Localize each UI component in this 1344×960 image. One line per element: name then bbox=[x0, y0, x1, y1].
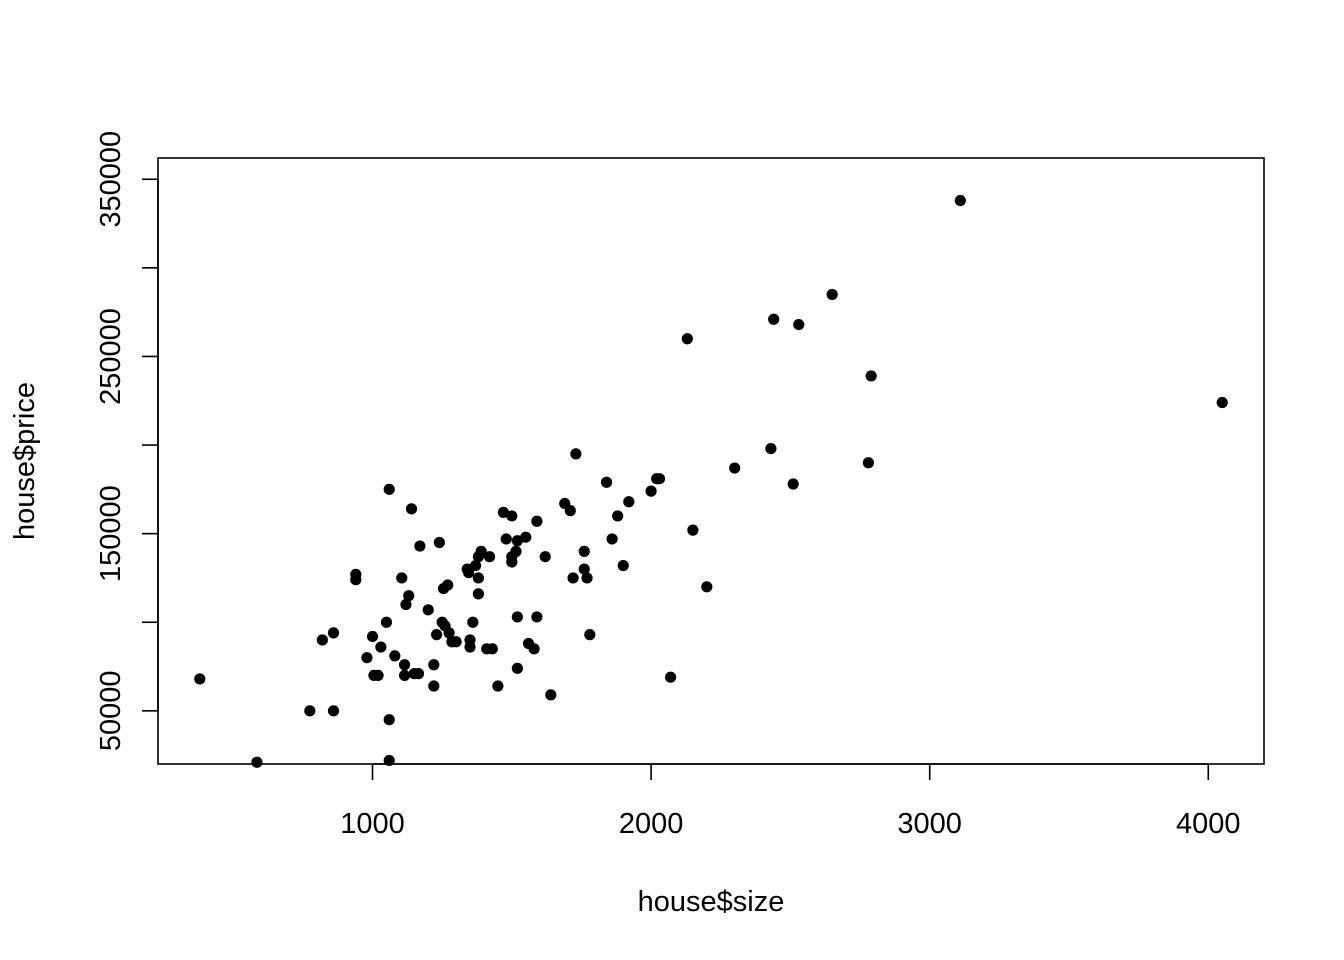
data-point bbox=[511, 535, 523, 547]
data-point bbox=[584, 629, 596, 641]
data-point bbox=[492, 680, 504, 692]
data-point bbox=[396, 572, 408, 584]
x-tick-label: 3000 bbox=[897, 808, 962, 840]
data-point bbox=[826, 288, 838, 301]
data-point bbox=[681, 333, 693, 345]
data-point bbox=[578, 545, 590, 557]
x-axis-title: house$size bbox=[638, 886, 785, 918]
y-axis: 50000 150000 250000 350000 bbox=[95, 131, 159, 752]
data-point bbox=[428, 659, 440, 671]
data-point bbox=[450, 636, 462, 648]
data-point bbox=[414, 540, 426, 552]
data-point bbox=[428, 680, 440, 692]
data-point bbox=[472, 588, 484, 600]
data-point bbox=[578, 563, 590, 575]
data-point bbox=[701, 581, 713, 593]
data-point bbox=[645, 485, 657, 497]
data-point bbox=[570, 448, 582, 460]
data-point bbox=[564, 505, 576, 517]
data-point bbox=[531, 515, 543, 527]
data-point bbox=[433, 536, 445, 549]
data-point bbox=[375, 641, 387, 653]
data-point bbox=[787, 478, 799, 490]
x-tick-label: 4000 bbox=[1176, 808, 1241, 840]
data-point bbox=[511, 611, 523, 623]
data-point bbox=[443, 627, 455, 639]
data-point bbox=[486, 643, 498, 655]
data-point bbox=[539, 551, 551, 563]
data-point bbox=[1216, 396, 1228, 409]
data-point bbox=[430, 629, 443, 641]
data-point bbox=[475, 545, 487, 557]
data-point bbox=[511, 662, 523, 674]
x-axis: 1000 2000 3000 4000 bbox=[340, 763, 1241, 840]
data-point bbox=[768, 313, 780, 325]
data-point bbox=[464, 634, 476, 646]
data-point bbox=[380, 616, 393, 628]
data-point bbox=[600, 476, 613, 488]
data-point bbox=[304, 705, 316, 717]
data-point bbox=[467, 616, 479, 628]
data-point bbox=[366, 630, 379, 643]
data-point bbox=[954, 194, 966, 207]
data-point bbox=[765, 442, 777, 455]
plot-frame bbox=[157, 157, 1265, 765]
data-point bbox=[623, 496, 635, 508]
data-point bbox=[581, 572, 593, 584]
data-point bbox=[350, 574, 362, 586]
data-point bbox=[251, 756, 263, 768]
data-point bbox=[528, 643, 540, 655]
data-point bbox=[383, 483, 395, 495]
data-point bbox=[665, 671, 677, 683]
data-point bbox=[729, 462, 741, 474]
data-point bbox=[361, 652, 373, 664]
data-point bbox=[497, 506, 510, 518]
data-point bbox=[545, 689, 557, 701]
y-tick-label: 350000 bbox=[95, 131, 127, 228]
y-tick-label: 250000 bbox=[95, 308, 127, 405]
y-axis-title: house$price bbox=[9, 382, 41, 540]
y-tick-label: 50000 bbox=[95, 671, 127, 752]
data-point bbox=[510, 545, 522, 557]
data-point bbox=[567, 572, 579, 584]
x-tick-label: 2000 bbox=[619, 808, 684, 840]
data-point bbox=[506, 510, 518, 522]
data-point bbox=[422, 604, 434, 616]
data-point bbox=[412, 668, 425, 680]
data-point bbox=[400, 598, 412, 611]
data-point bbox=[531, 611, 543, 623]
data-point bbox=[612, 510, 624, 522]
data-point bbox=[389, 650, 401, 662]
data-point bbox=[383, 754, 395, 767]
data-point bbox=[463, 567, 475, 579]
data-point bbox=[606, 533, 618, 545]
data-point bbox=[865, 370, 877, 382]
data-point bbox=[483, 551, 496, 563]
data-point bbox=[405, 503, 418, 515]
data-point bbox=[653, 473, 666, 485]
data-point bbox=[403, 590, 415, 602]
data-point bbox=[687, 524, 699, 536]
data-points bbox=[194, 194, 1228, 768]
data-point bbox=[398, 659, 411, 671]
data-point bbox=[327, 627, 340, 639]
data-point bbox=[472, 572, 484, 584]
data-point bbox=[327, 705, 340, 717]
data-point bbox=[372, 669, 384, 682]
data-point bbox=[793, 318, 805, 331]
data-point bbox=[862, 457, 875, 469]
data-point bbox=[442, 579, 454, 591]
data-point bbox=[398, 669, 411, 682]
data-point bbox=[383, 714, 395, 726]
data-point bbox=[500, 533, 512, 545]
y-tick-label: 150000 bbox=[95, 485, 127, 582]
data-point bbox=[469, 559, 482, 572]
data-point bbox=[194, 673, 206, 685]
x-tick-label: 1000 bbox=[340, 808, 405, 840]
data-point bbox=[617, 559, 629, 572]
data-point bbox=[316, 634, 328, 646]
data-point bbox=[520, 531, 532, 543]
